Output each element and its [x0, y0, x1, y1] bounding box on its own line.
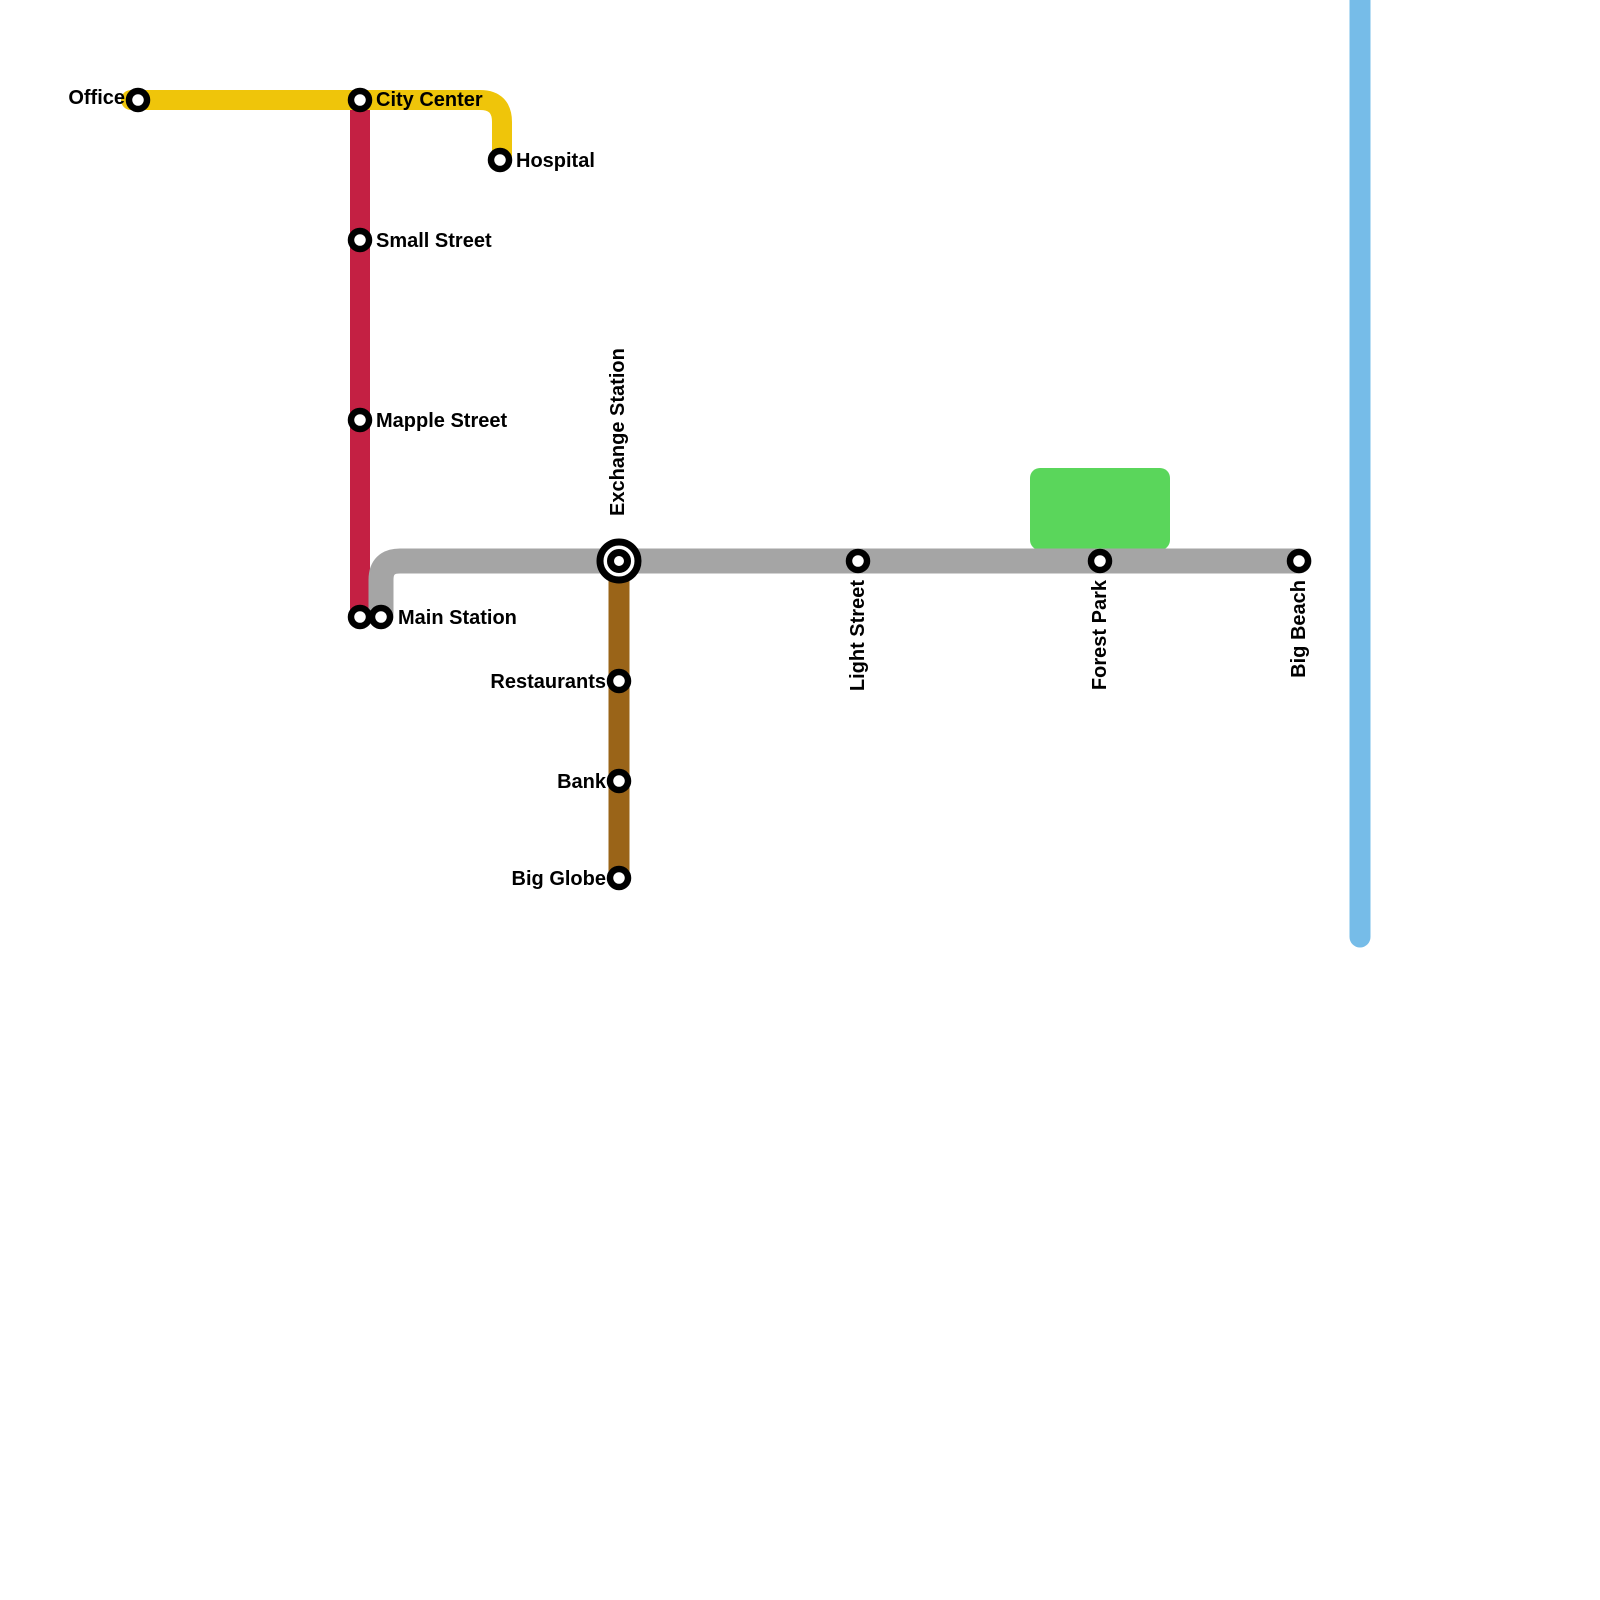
station-main-station-marker [347, 604, 394, 630]
station-mapple-street-label: Mapple Street [376, 410, 507, 432]
station-big-globe-label: Big Globe [512, 868, 606, 890]
station-restaurants-label: Restaurants [490, 671, 606, 693]
station-city-center-marker [347, 87, 373, 113]
station-main-station-label: Main Station [398, 607, 517, 629]
station-forest-park-marker [1087, 548, 1113, 574]
station-bank-label: Bank [557, 771, 607, 793]
station-labels: Office City Center Hospital Small Street… [68, 87, 1310, 890]
main-station-gray-circle [368, 604, 394, 630]
station-exchange-station-label: Exchange Station [607, 348, 629, 516]
station-markers [125, 87, 1312, 891]
station-forest-park-label: Forest Park [1089, 579, 1111, 690]
main-station-red-circle [347, 604, 373, 630]
station-exchange-station-marker [596, 538, 642, 584]
station-restaurants-marker [606, 668, 632, 694]
station-mapple-street-marker [347, 407, 373, 433]
station-bank-marker [606, 768, 632, 794]
park-area [1030, 468, 1170, 550]
station-light-street-marker [845, 548, 871, 574]
station-office-label: Office [68, 87, 125, 109]
station-small-street-label: Small Street [376, 230, 492, 252]
station-light-street-label: Light Street [847, 580, 869, 691]
station-city-center-label: City Center [376, 89, 483, 111]
station-office-marker [125, 87, 151, 113]
station-big-beach-label: Big Beach [1288, 580, 1310, 678]
station-hospital-marker [487, 147, 513, 173]
station-small-street-marker [347, 227, 373, 253]
exchange-inner-ring [607, 549, 631, 573]
gray-line [368, 548, 1312, 629]
station-big-beach-marker [1286, 548, 1312, 574]
station-big-globe-marker [606, 865, 632, 891]
station-hospital-label: Hospital [516, 150, 595, 172]
yellow-line [121, 90, 512, 169]
